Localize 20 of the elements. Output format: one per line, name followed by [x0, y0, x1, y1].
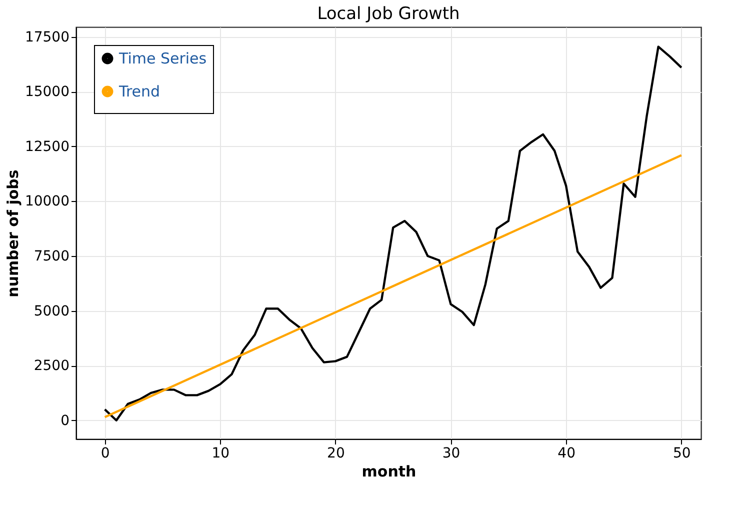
- x-tick-label: 10: [212, 446, 230, 462]
- x-tick-label: 20: [327, 446, 345, 462]
- x-tick-label: 30: [442, 446, 460, 462]
- y-tick-label: 0: [60, 412, 70, 429]
- y-tick-label: 15000: [24, 84, 70, 100]
- y-tick-label: 12500: [24, 138, 70, 155]
- y-tick-label: 10000: [24, 194, 70, 210]
- x-tick-label: 50: [672, 446, 691, 462]
- chart-title: Local Job Growth: [317, 4, 460, 24]
- y-tick-label: 2500: [34, 358, 70, 374]
- y-axis-title: number of jobs: [4, 170, 22, 298]
- x-axis-title: month: [362, 462, 416, 480]
- y-tick-label: 7500: [34, 248, 70, 265]
- legend-label: Trend: [118, 82, 160, 100]
- y-tick-label: 5000: [34, 303, 70, 320]
- y-tick-label: 17500: [24, 29, 70, 46]
- x-tick-label: 0: [100, 446, 110, 462]
- legend-label: Time Series: [118, 50, 207, 68]
- line-series: [104, 46, 682, 422]
- x-tick-label: 40: [558, 446, 576, 462]
